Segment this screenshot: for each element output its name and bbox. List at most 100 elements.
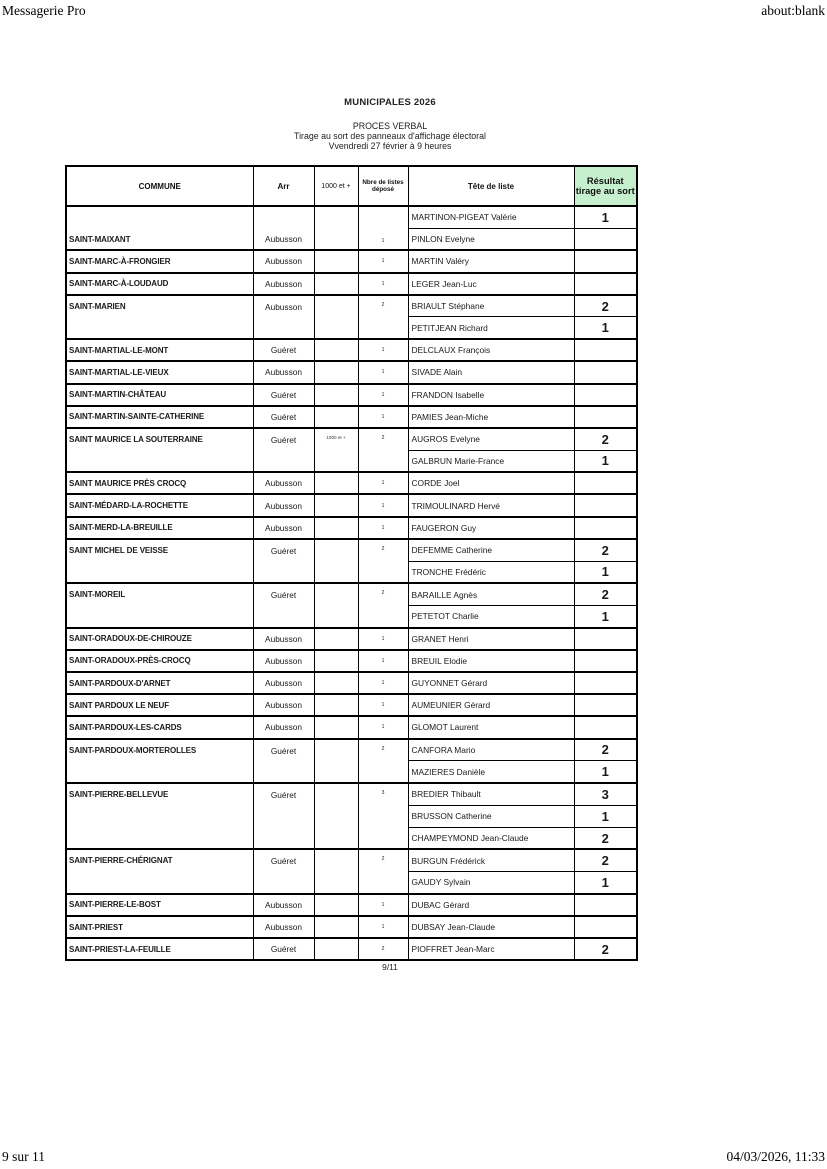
arrondissement-cell: Aubusson [252,360,315,385]
table-row: PETITJEAN Richard 1 [66,316,638,340]
column-header-commune: COMMUNE [65,165,254,207]
resultat-tirage-cell [573,493,638,518]
resultat-tirage-cell: 2 [573,537,638,562]
seuil-1000-cell [313,293,359,340]
resultat-tirage-cell: 3 [573,781,638,806]
resultat-tirage-cell [573,715,638,740]
seuil-1000-cell: 1000 et + [313,426,359,473]
nbre-listes-cell: 2 [357,582,409,629]
resultat-tirage-cell [573,515,638,540]
table-row: SAINT-MARTIN-SAINTE-CATHERINE Guéret 1 PAMI… [65,404,638,429]
nbre-listes-cell: 1 [357,360,409,385]
seuil-1000-cell [313,204,359,251]
arrondissement-cell: Guéret [252,426,315,473]
tete-de-liste-cell: PAMIES Jean-Miche [407,404,575,429]
print-header: Messagerie Pro about:blank [2,3,825,19]
tete-de-liste-cell: BRUSSON Catherine [407,804,575,828]
table-row: SAINT-PARDOUX-LES-CARDS Aubusson 1 GLOMOT L… [65,715,638,740]
seuil-1000-cell [313,648,359,673]
tete-de-liste-cell: GLOMOT Laurent [407,715,575,740]
seuil-1000-cell [313,271,359,296]
tete-de-liste-cell: BREUIL Elodie [407,648,575,673]
seuil-1000-cell [313,404,359,429]
arrondissement-cell: Aubusson [252,515,315,540]
table-row: SAINT-MOREIL Guéret 2 BARAILLE Agnès 2 [65,582,638,629]
nbre-listes-cell: 1 [357,515,409,540]
arrondissement-cell: Guéret [252,582,315,629]
table-row: SAINT-MAIXANT Aubusson 1 MARTINON-PIGEAT Va… [65,204,638,251]
seuil-1000-cell [313,582,359,629]
nbre-listes-cell: 1 [357,693,409,717]
arrondissement-cell: Guéret [252,404,315,429]
arrondissement-cell: Guéret [252,382,315,407]
nbre-listes-cell: 2 [357,293,409,340]
nbre-listes-cell: 1 [357,382,409,407]
seuil-1000-cell [313,515,359,540]
resultat-tirage-cell: 1 [573,560,638,584]
resultat-tirage-cell: 2 [573,426,638,451]
tete-de-liste-cell: TRIMOULINARD Hervé [407,493,575,518]
document-title: MUNICIPALES 2026 [344,97,436,108]
seuil-1000-cell [313,471,359,495]
commune-cell: SAINT MAURICE PRÈS CROCQ [65,471,254,495]
commune-cell: SAINT-PIERRE-CHÉRIGNAT [65,848,254,895]
arrondissement-cell: Aubusson [252,271,315,296]
tete-de-liste-cell: GAUDY Sylvain [407,871,575,895]
commune-cell: SAINT-PRIEST [65,914,254,939]
tete-de-liste-cell: PIOFFRET Jean-Marc [407,937,575,961]
tete-de-liste-cell: BRIAULT Stéphane [407,293,575,318]
commune-cell: SAINT-MARTIN-SAINTE-CATHERINE [65,404,254,429]
resultat-tirage-cell [573,271,638,296]
table-row: SAINT-MÉDARD-LA-ROCHETTE Aubusson 1 TRIMOUL… [65,493,638,518]
column-header-tete-de-liste: Tête de liste [407,165,575,207]
table-row: SAINT-MERD-LA-BREUILLE Aubusson 1 FAUGERON … [65,515,638,540]
resultat-tirage-cell: 2 [573,293,638,318]
resultat-tirage-cell: 2 [573,937,638,961]
seuil-1000-cell [313,537,359,584]
nbre-listes-cell: 1 [357,914,409,939]
table-body: SAINT-MAIXANT Aubusson 1 MARTINON-PIGEAT Va… [65,204,638,961]
seuil-1000-cell [313,693,359,717]
arrondissement-cell: Aubusson [252,471,315,495]
tirage-au-sort-table: COMMUNE Arr 1000 et + Nbre de listes dép… [65,165,638,962]
resultat-tirage-cell: 1 [573,449,638,473]
resultat-tirage-cell [573,227,638,251]
commune-cell: SAINT-PRIEST-LA-FEUILLE [65,937,254,961]
table-row: SAINT-PRIEST-LA-FEUILLE Guéret 2 PIOFFRET J… [65,937,638,961]
table-row: SAINT MICHEL DE VEISSE Guéret 2 DEFEMME Cat… [65,537,638,584]
column-header-nbre-listes: Nbre de listes déposé [357,165,409,207]
arrondissement-cell: Aubusson [252,715,315,740]
nbre-listes-cell: 1 [357,204,409,251]
nbre-listes-cell: 3 [357,781,409,850]
document-subtitle-date: Vvendredi 27 février à 9 heures [328,141,452,152]
tete-de-liste-cell: PETETOT Charlie [407,604,575,629]
resultat-tirage-cell [573,382,638,407]
table-row: SAINT-PARDOUX-MORTEROLLES Guéret 2 CANFORA … [65,737,638,784]
commune-cell: SAINT-MÉDARD-LA-ROCHETTE [65,493,254,518]
arrondissement-cell: Aubusson [252,648,315,673]
tete-de-liste-cell: MARTINON-PIGEAT Valérie [407,204,575,229]
table-row: SAINT-MARTIN-CHÂTEAU Guéret 1 FRANDON Isabe… [65,382,638,407]
seuil-1000-cell [313,249,359,274]
sheet-page-number: 9/11 [382,962,398,972]
tete-de-liste-cell: CANFORA Mario [407,737,575,762]
arrondissement-cell: Aubusson [252,693,315,717]
commune-cell: SAINT-ORADOUX-DE-CHIROUZE [65,626,254,651]
nbre-listes-cell: 1 [357,249,409,274]
resultat-tirage-cell [573,338,638,362]
nbre-listes-cell: 1 [357,493,409,518]
arrondissement-cell: Aubusson [252,670,315,695]
resultat-tirage-cell [573,360,638,385]
arrondissement-cell: Aubusson [252,626,315,651]
column-header-resultat: Résultat tirage au sort [573,165,638,207]
tete-de-liste-cell: BARAILLE Agnès [407,582,575,606]
commune-cell: SAINT-MARC-À-LOUDAUD [65,271,254,296]
table-row: SAINT-MARIEN Aubusson 2 BRIAULT Stéphane 2 [65,293,638,340]
table-row: SAINT-MARTIAL-LE-VIEUX Aubusson 1 SIVADE Al… [65,360,638,385]
table-row: SAINT-MARC-À-FRONGIER Aubusson 1 MARTIN Val… [65,249,638,274]
table-row: PINLON Evelyne [66,227,638,251]
tete-de-liste-cell: AUGROS Evelyne [407,426,575,451]
resultat-tirage-cell: 1 [573,760,638,784]
tete-de-liste-cell: GRANET Henri [407,626,575,651]
print-header-title: Messagerie Pro [2,3,86,18]
